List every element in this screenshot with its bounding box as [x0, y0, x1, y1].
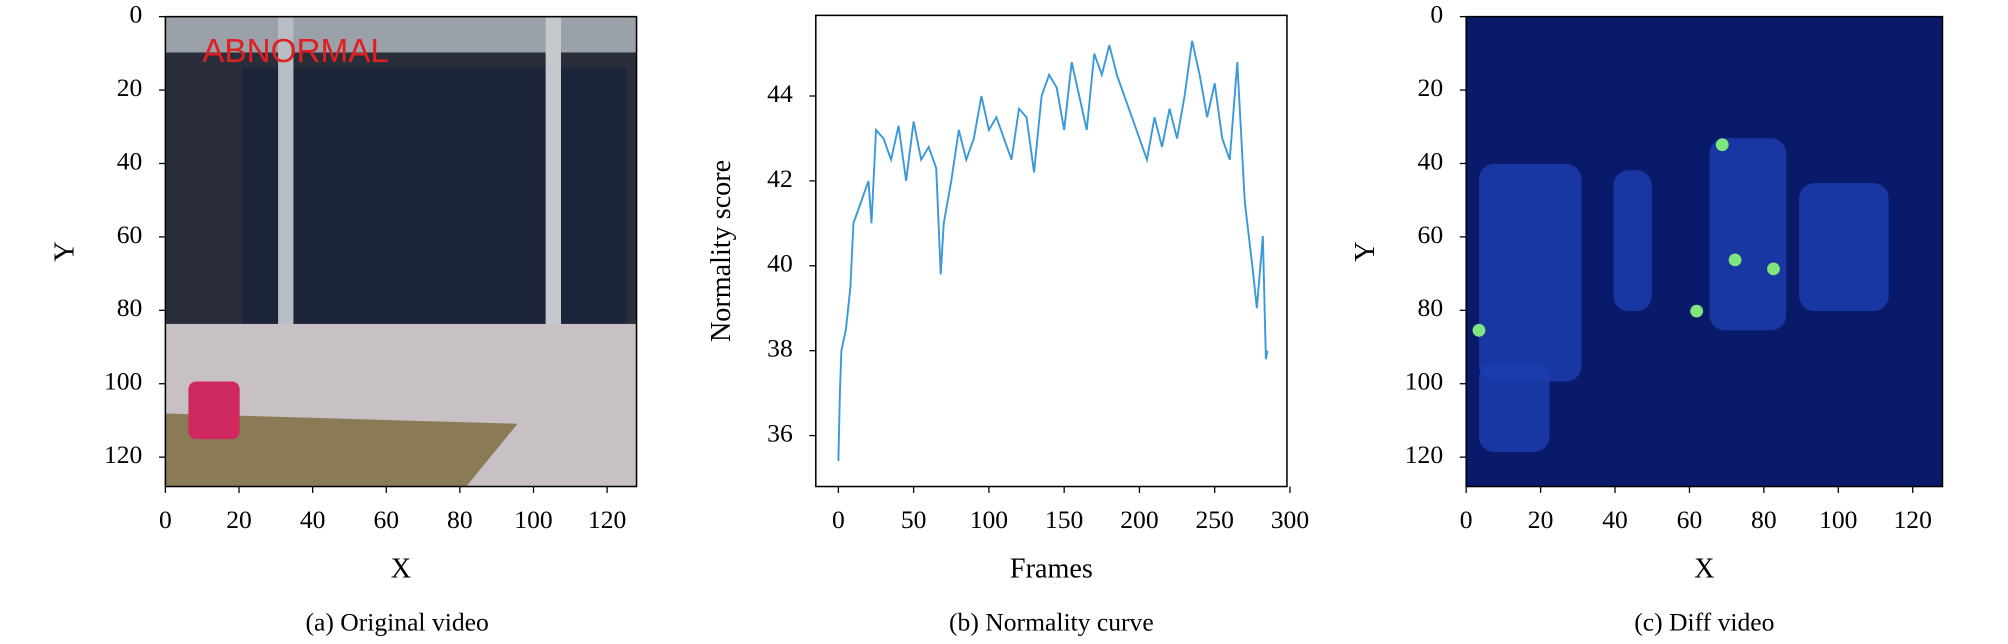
y-tick-label: 40 — [1418, 146, 1444, 175]
annotation: ABNORMAL — [202, 33, 389, 70]
x-tick-label: 0 — [159, 505, 172, 534]
heat-blob — [1478, 362, 1550, 452]
scene-pillar — [278, 16, 294, 331]
x-tick-label: 60 — [373, 505, 399, 534]
y-tick-label: 38 — [767, 334, 793, 363]
y-tick-label: 100 — [1405, 367, 1443, 396]
y-tick-label: 120 — [104, 440, 142, 469]
heat-hot — [1472, 323, 1486, 337]
y-tick-label: 20 — [117, 73, 143, 102]
x-tick-label: 0 — [832, 505, 845, 534]
axes-frame — [164, 15, 638, 488]
y-axis-label: Y — [49, 241, 80, 261]
y-tick-label: 0 — [130, 0, 143, 29]
heat-blob — [1799, 183, 1889, 312]
plot-area — [1466, 16, 1943, 487]
x-tick-label: 80 — [447, 505, 473, 534]
y-tick-label: 36 — [767, 418, 793, 447]
panel-caption: (a) Original video — [305, 608, 488, 637]
x-tick-label: 0 — [1460, 505, 1473, 534]
x-tick-label: 40 — [1602, 505, 1628, 534]
scene-wall — [242, 67, 627, 324]
plot-area — [837, 40, 1269, 462]
y-tick-label: 100 — [104, 367, 142, 396]
y-tick-label: 60 — [1418, 220, 1444, 249]
panel-caption: (b) Normality curve — [949, 608, 1154, 637]
y-tick-label: 40 — [117, 146, 143, 175]
x-tick-label: 300 — [1271, 505, 1309, 534]
x-tick-label: 80 — [1751, 505, 1777, 534]
x-tick-label: 120 — [1894, 505, 1932, 534]
y-tick-label: 42 — [767, 164, 793, 193]
y-tick-label: 40 — [767, 249, 793, 278]
heat-hot — [1728, 253, 1742, 267]
x-tick-label: 40 — [300, 505, 326, 534]
heat-blob — [1709, 138, 1787, 331]
heat-blob — [1613, 170, 1652, 312]
x-tick-label: 100 — [970, 505, 1008, 534]
x-tick-label: 20 — [1528, 505, 1554, 534]
y-axis-label: Y — [1350, 241, 1381, 261]
plot-area: ABNORMAL — [165, 16, 637, 487]
heat-blob — [1478, 163, 1582, 382]
axes-frame — [1465, 15, 1944, 488]
x-axis-label: X — [391, 553, 411, 584]
heat-hot — [1715, 138, 1729, 152]
y-tick-label: 80 — [117, 293, 143, 322]
y-axis-label: Normality score — [706, 160, 737, 342]
scene-grass — [165, 413, 518, 487]
y-tick-label: 20 — [1418, 73, 1444, 102]
y-tick-label: 60 — [117, 220, 143, 249]
x-tick-label: 100 — [1819, 505, 1857, 534]
x-tick-label: 20 — [226, 505, 252, 534]
heat-hot — [1767, 262, 1780, 276]
x-tick-label: 60 — [1677, 505, 1703, 534]
x-tick-label: 120 — [588, 505, 626, 534]
x-axis-label: Frames — [1010, 553, 1093, 584]
y-tick-label: 44 — [767, 79, 793, 108]
x-tick-label: 250 — [1196, 505, 1234, 534]
axes-frame — [815, 14, 1288, 488]
y-tick-label: 80 — [1418, 293, 1444, 322]
line — [837, 40, 1269, 462]
x-axis-label: X — [1694, 553, 1714, 584]
x-tick-label: 100 — [514, 505, 552, 534]
scene-bag — [188, 381, 240, 440]
y-tick-label: 120 — [1405, 440, 1443, 469]
x-tick-label: 200 — [1120, 505, 1158, 534]
x-tick-label: 50 — [901, 505, 927, 534]
scene-pillar — [545, 16, 562, 340]
heat-hot — [1690, 304, 1704, 318]
panel-caption: (c) Diff video — [1634, 608, 1774, 637]
y-tick-label: 0 — [1430, 0, 1443, 29]
x-tick-label: 150 — [1045, 505, 1083, 534]
